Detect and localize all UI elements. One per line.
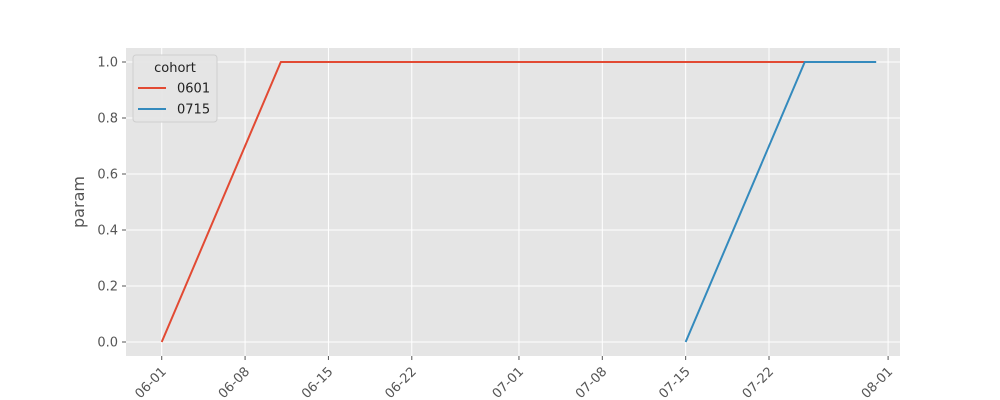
series-line-0715	[684, 61, 877, 343]
y-tick-label: 0.4	[97, 224, 118, 239]
series-lines	[160, 61, 877, 343]
x-tick-label: 08-01	[859, 364, 896, 400]
x-tick-label: 07-08	[573, 364, 610, 400]
series-line-0601	[160, 61, 805, 343]
legend-title: cohort	[154, 61, 196, 76]
y-axis-title: param	[69, 176, 88, 228]
legend-label-0601: 0601	[177, 82, 210, 97]
y-tick-label: 1.0	[97, 56, 118, 71]
x-tick-label: 07-15	[656, 364, 693, 400]
y-axis: 0.0 0.2 0.4 0.6 0.8 1.0	[97, 56, 126, 351]
y-tick-label: 0.0	[97, 336, 118, 351]
y-tick-label: 0.2	[97, 280, 118, 295]
legend-label-0715: 0715	[177, 103, 210, 118]
x-tick-label: 06-08	[216, 364, 253, 400]
x-axis: 06-01 06-08 06-15 06-22 07-01 07-08 07-15 07-22…	[132, 356, 896, 400]
legend: cohort 0601 0715	[132, 54, 218, 123]
grid-lines	[126, 48, 900, 356]
y-tick-label: 0.8	[97, 112, 118, 127]
x-tick-label: 06-22	[383, 364, 420, 400]
legend-box	[132, 54, 218, 123]
x-tick-label: 07-22	[740, 364, 777, 400]
x-tick-label: 07-01	[490, 364, 527, 400]
y-tick-label: 0.6	[97, 168, 118, 183]
x-tick-label: 06-01	[132, 364, 169, 400]
x-tick-label: 06-15	[299, 364, 336, 400]
plot-area	[126, 48, 900, 356]
